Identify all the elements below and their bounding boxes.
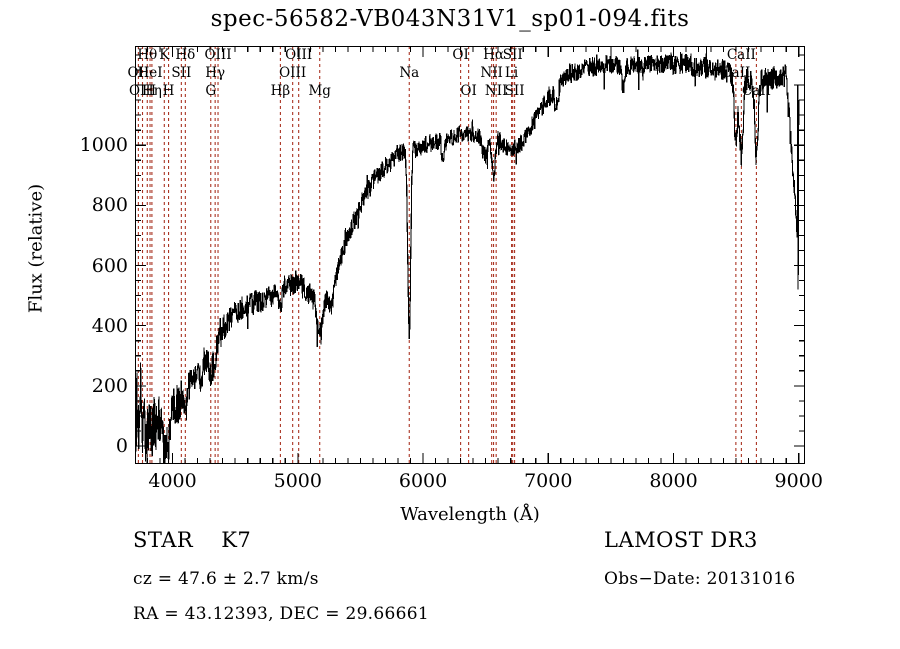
sky-coordinates: RA = 43.12393, DEC = 29.66661	[133, 604, 429, 624]
spectrum-trace	[135, 46, 800, 464]
x-tick-label: 9000	[774, 470, 823, 492]
y-axis-tick-labels: 0 200 400 600 800 1000	[46, 46, 128, 464]
x-axis-title: Wavelength (Å)	[400, 504, 540, 525]
y-tick-label: 0	[115, 434, 128, 457]
observation-date: Obs−Date: 20131016	[604, 569, 796, 589]
x-tick-label: 4000	[148, 470, 197, 492]
axis-ticks	[135, 46, 805, 464]
y-tick-label: 1000	[79, 134, 128, 157]
y-axis-title: Flux (relative)	[25, 183, 47, 314]
survey-name: LAMOST DR3	[604, 528, 758, 552]
y-tick-label: 800	[91, 194, 128, 217]
object-classification: STAR K7	[133, 528, 251, 552]
spectral-class: K7	[221, 528, 252, 552]
x-axis-tick-labels: 4000 5000 6000 7000 8000 9000	[135, 470, 823, 496]
x-tick-label: 8000	[649, 470, 698, 492]
y-tick-label: 600	[91, 254, 128, 277]
x-tick-label: 5000	[273, 470, 322, 492]
x-tick-label: 6000	[398, 470, 448, 492]
page-title: spec-56582-VB043N31V1_sp01-094.fits	[210, 6, 690, 32]
spectral-line-markers	[137, 46, 757, 464]
y-tick-label: 400	[91, 314, 128, 337]
x-tick-label: 7000	[524, 470, 573, 492]
plot-area	[135, 46, 805, 464]
footer-metadata: STAR K7 cz = 47.6 ± 2.7 km/s RA = 43.1239…	[0, 528, 900, 638]
redshift-velocity: cz = 47.6 ± 2.7 km/s	[133, 569, 319, 589]
y-tick-label: 200	[91, 374, 128, 397]
object-type: STAR	[133, 528, 194, 552]
